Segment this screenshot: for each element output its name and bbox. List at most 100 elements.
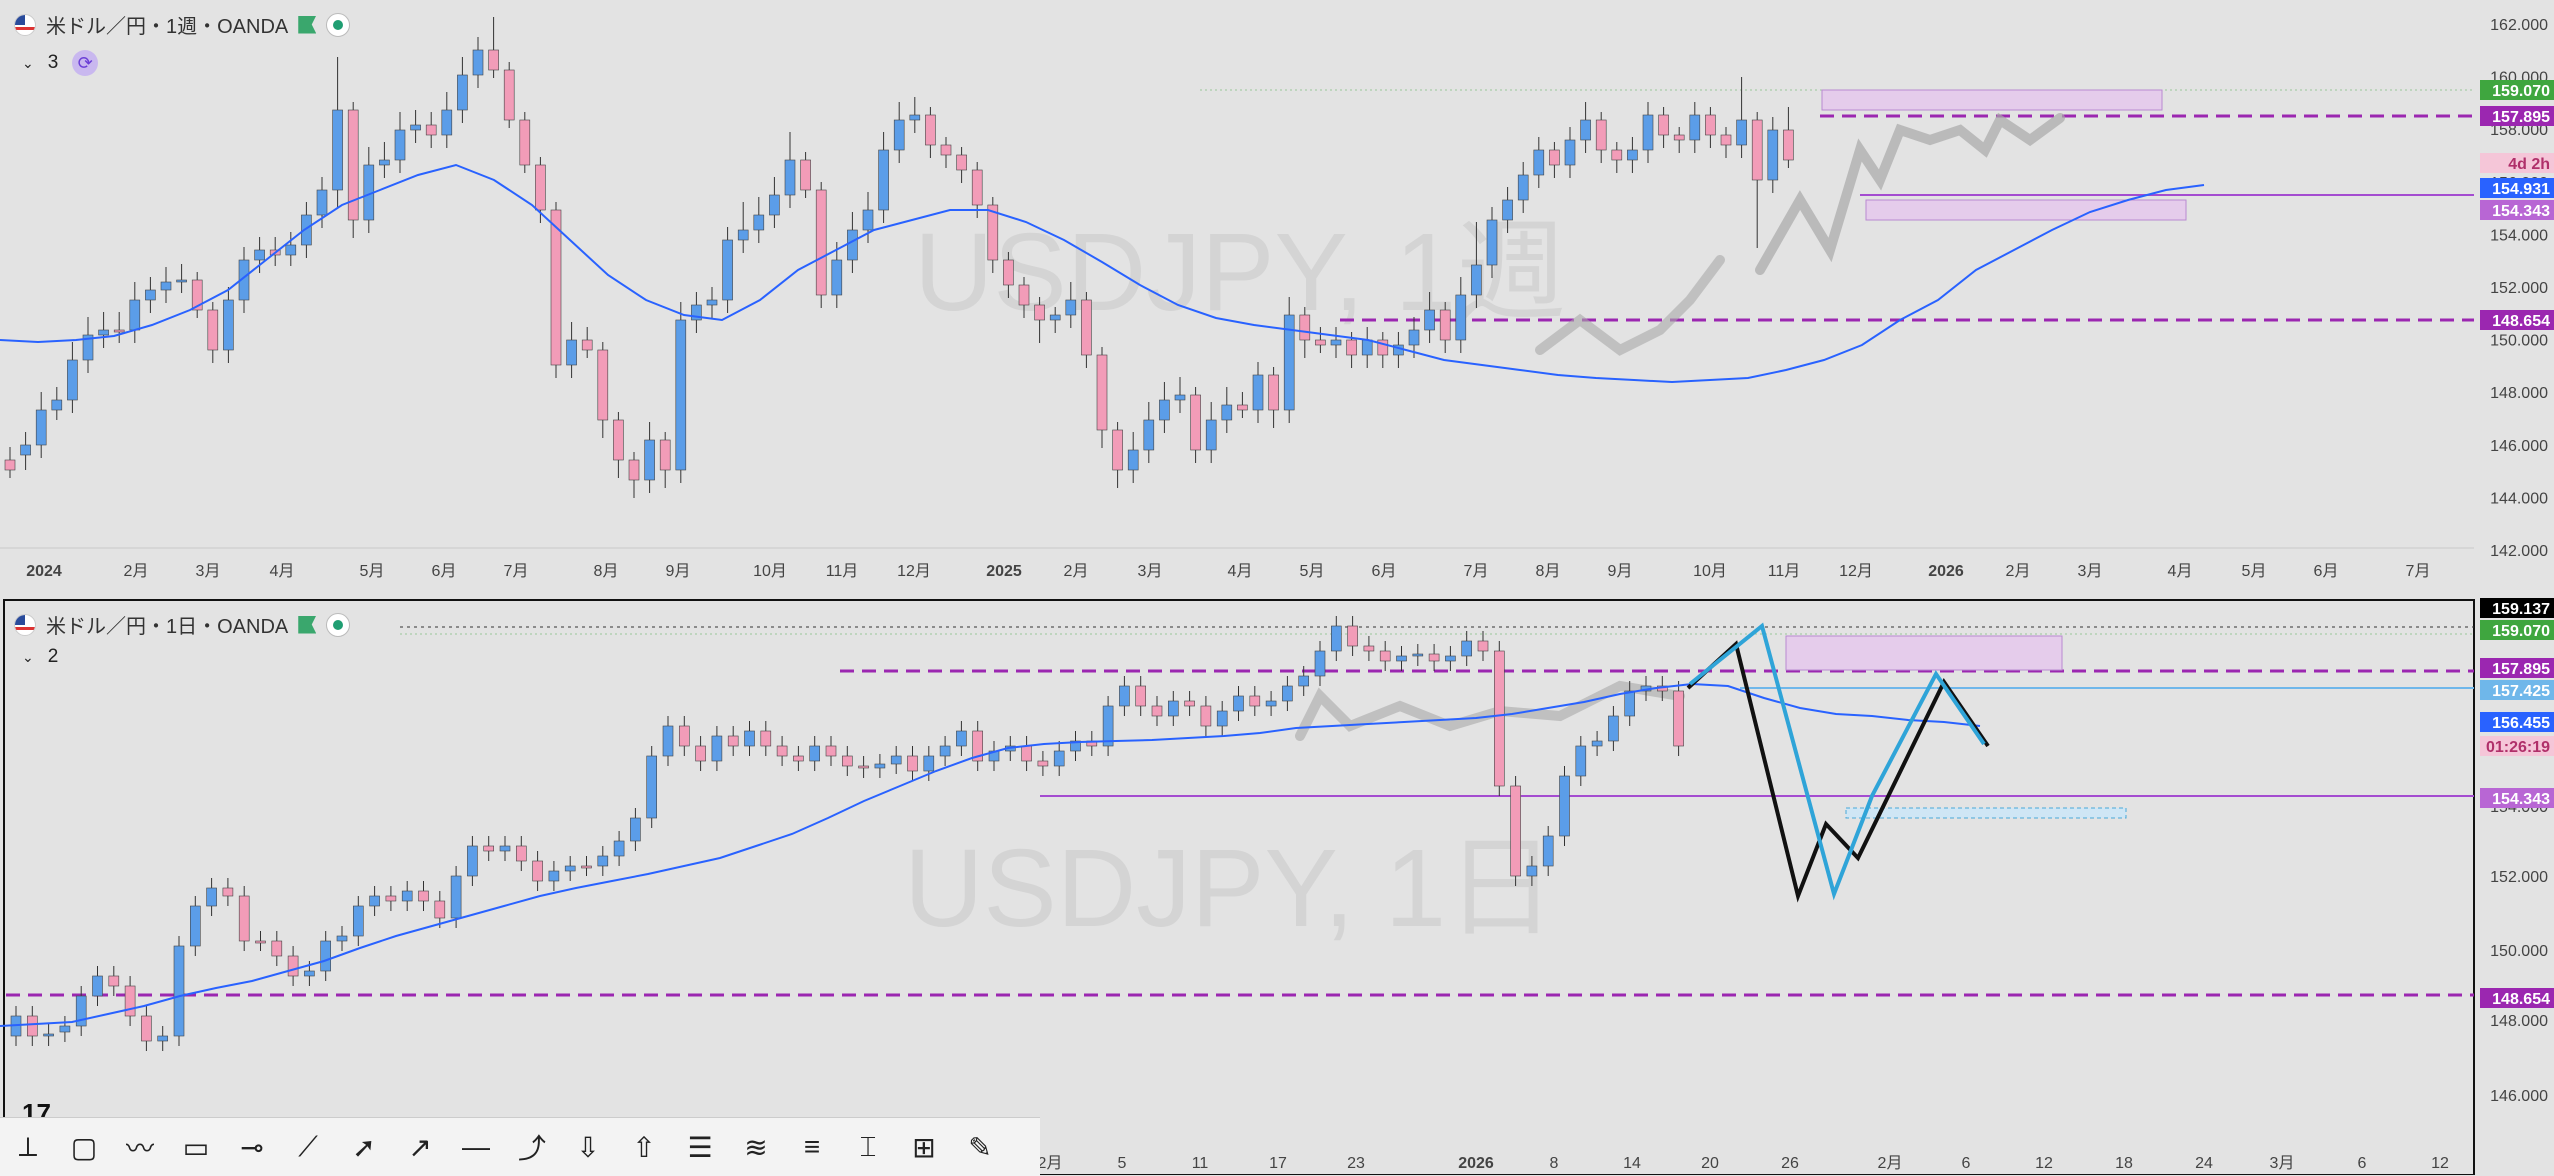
candle[interactable] bbox=[1362, 340, 1372, 355]
brush-stroke[interactable] bbox=[1540, 260, 1720, 350]
candle[interactable] bbox=[1768, 130, 1778, 180]
candle[interactable] bbox=[435, 901, 445, 918]
candle[interactable] bbox=[908, 756, 918, 771]
candle[interactable] bbox=[925, 115, 935, 145]
candle[interactable] bbox=[1315, 651, 1325, 676]
candle[interactable] bbox=[457, 75, 467, 110]
candle[interactable] bbox=[1627, 150, 1637, 160]
candle[interactable] bbox=[1097, 355, 1107, 430]
candle[interactable] bbox=[5, 460, 15, 470]
candle[interactable] bbox=[940, 746, 950, 756]
candle[interactable] bbox=[629, 460, 639, 480]
price-range-icon[interactable]: ⌶ bbox=[840, 1120, 896, 1174]
path-icon[interactable]: 〰 bbox=[112, 1120, 168, 1174]
candle[interactable] bbox=[1643, 115, 1653, 150]
candle[interactable] bbox=[1054, 751, 1064, 766]
candle[interactable] bbox=[956, 731, 966, 746]
candle[interactable] bbox=[1206, 420, 1216, 450]
candle[interactable] bbox=[1144, 420, 1154, 450]
candle[interactable] bbox=[1690, 115, 1700, 140]
candle[interactable] bbox=[1103, 706, 1113, 746]
candle[interactable] bbox=[1348, 626, 1358, 646]
candle[interactable] bbox=[1425, 310, 1435, 330]
candle[interactable] bbox=[1217, 711, 1227, 726]
candle[interactable] bbox=[1612, 150, 1622, 160]
trend-line-icon[interactable]: ⟋ bbox=[280, 1120, 336, 1174]
candle[interactable] bbox=[816, 190, 826, 295]
candle[interactable] bbox=[598, 350, 608, 420]
candle[interactable] bbox=[239, 896, 249, 941]
candle[interactable] bbox=[489, 50, 499, 70]
candle[interactable] bbox=[972, 170, 982, 205]
arrow-down-icon[interactable]: ⇩ bbox=[560, 1120, 616, 1174]
candle[interactable] bbox=[551, 210, 561, 365]
parallel-channel-icon[interactable]: ☰ bbox=[672, 1120, 728, 1174]
candle[interactable] bbox=[1560, 776, 1570, 836]
candle[interactable] bbox=[520, 120, 530, 165]
candle[interactable] bbox=[379, 160, 389, 165]
candle[interactable] bbox=[484, 846, 494, 851]
candle[interactable] bbox=[1429, 654, 1439, 661]
candle[interactable] bbox=[645, 440, 655, 480]
candle[interactable] bbox=[1534, 150, 1544, 175]
candle[interactable] bbox=[1487, 220, 1497, 265]
candle[interactable] bbox=[891, 756, 901, 764]
candle[interactable] bbox=[516, 846, 526, 861]
candle[interactable] bbox=[286, 245, 296, 255]
candle[interactable] bbox=[1315, 340, 1325, 345]
candle[interactable] bbox=[1250, 696, 1260, 706]
weekly-indicator-toggle[interactable]: ⌄ 3 ⟳ bbox=[22, 50, 98, 76]
candle[interactable] bbox=[158, 1036, 168, 1041]
candle[interactable] bbox=[370, 896, 380, 906]
candle[interactable] bbox=[1705, 115, 1715, 135]
candle[interactable] bbox=[1159, 400, 1169, 420]
candle[interactable] bbox=[598, 856, 608, 866]
candle[interactable] bbox=[223, 888, 233, 896]
cross-icon[interactable]: ⟂ bbox=[0, 1120, 56, 1174]
candle[interactable] bbox=[1331, 626, 1341, 651]
candle[interactable] bbox=[761, 731, 771, 746]
daily-chart[interactable]: USDJPY, 1日154.000152.000150.000148.00014… bbox=[0, 596, 2554, 1175]
candle[interactable] bbox=[272, 941, 282, 956]
candle[interactable] bbox=[317, 190, 327, 215]
candle[interactable] bbox=[1300, 315, 1310, 340]
candle[interactable] bbox=[582, 340, 592, 350]
candle[interactable] bbox=[161, 282, 171, 290]
candle[interactable] bbox=[21, 445, 31, 455]
candle[interactable] bbox=[504, 70, 514, 120]
candle[interactable] bbox=[1266, 701, 1276, 706]
candle[interactable] bbox=[676, 320, 686, 470]
candle[interactable] bbox=[1721, 135, 1731, 145]
arrow-up-icon[interactable]: ⇧ bbox=[616, 1120, 672, 1174]
candle[interactable] bbox=[1066, 300, 1076, 315]
candle[interactable] bbox=[630, 818, 640, 841]
candle[interactable] bbox=[1269, 375, 1279, 410]
resistance-zone[interactable] bbox=[1822, 90, 2162, 110]
candle[interactable] bbox=[114, 330, 124, 332]
candle[interactable] bbox=[832, 260, 842, 295]
candle[interactable] bbox=[745, 731, 755, 746]
candle[interactable] bbox=[288, 956, 298, 976]
horizontal-line-icon[interactable]: — bbox=[448, 1120, 504, 1174]
candle[interactable] bbox=[957, 155, 967, 170]
candle[interactable] bbox=[304, 971, 314, 976]
chevron-down-icon[interactable]: ⌄ bbox=[22, 649, 34, 666]
candle[interactable] bbox=[52, 400, 62, 410]
candle[interactable] bbox=[696, 746, 706, 761]
candle[interactable] bbox=[679, 726, 689, 746]
candle[interactable] bbox=[910, 115, 920, 120]
brush-icon[interactable]: ✎ bbox=[952, 1120, 1008, 1174]
candle[interactable] bbox=[1050, 315, 1060, 320]
resistance-zone[interactable] bbox=[1786, 636, 2062, 670]
candle[interactable] bbox=[941, 145, 951, 155]
daily-symbol-label[interactable]: 米ドル／円・1日・OANDA bbox=[46, 610, 288, 639]
candle[interactable] bbox=[473, 50, 483, 75]
candle[interactable] bbox=[1136, 686, 1146, 706]
candle[interactable] bbox=[1175, 395, 1185, 400]
candle[interactable] bbox=[190, 906, 200, 946]
regression-icon[interactable]: ≋ bbox=[728, 1120, 784, 1174]
chevron-down-icon[interactable]: ⌄ bbox=[22, 55, 34, 72]
candle[interactable] bbox=[1253, 375, 1263, 410]
candle[interactable] bbox=[1527, 866, 1537, 876]
candle[interactable] bbox=[419, 891, 429, 901]
